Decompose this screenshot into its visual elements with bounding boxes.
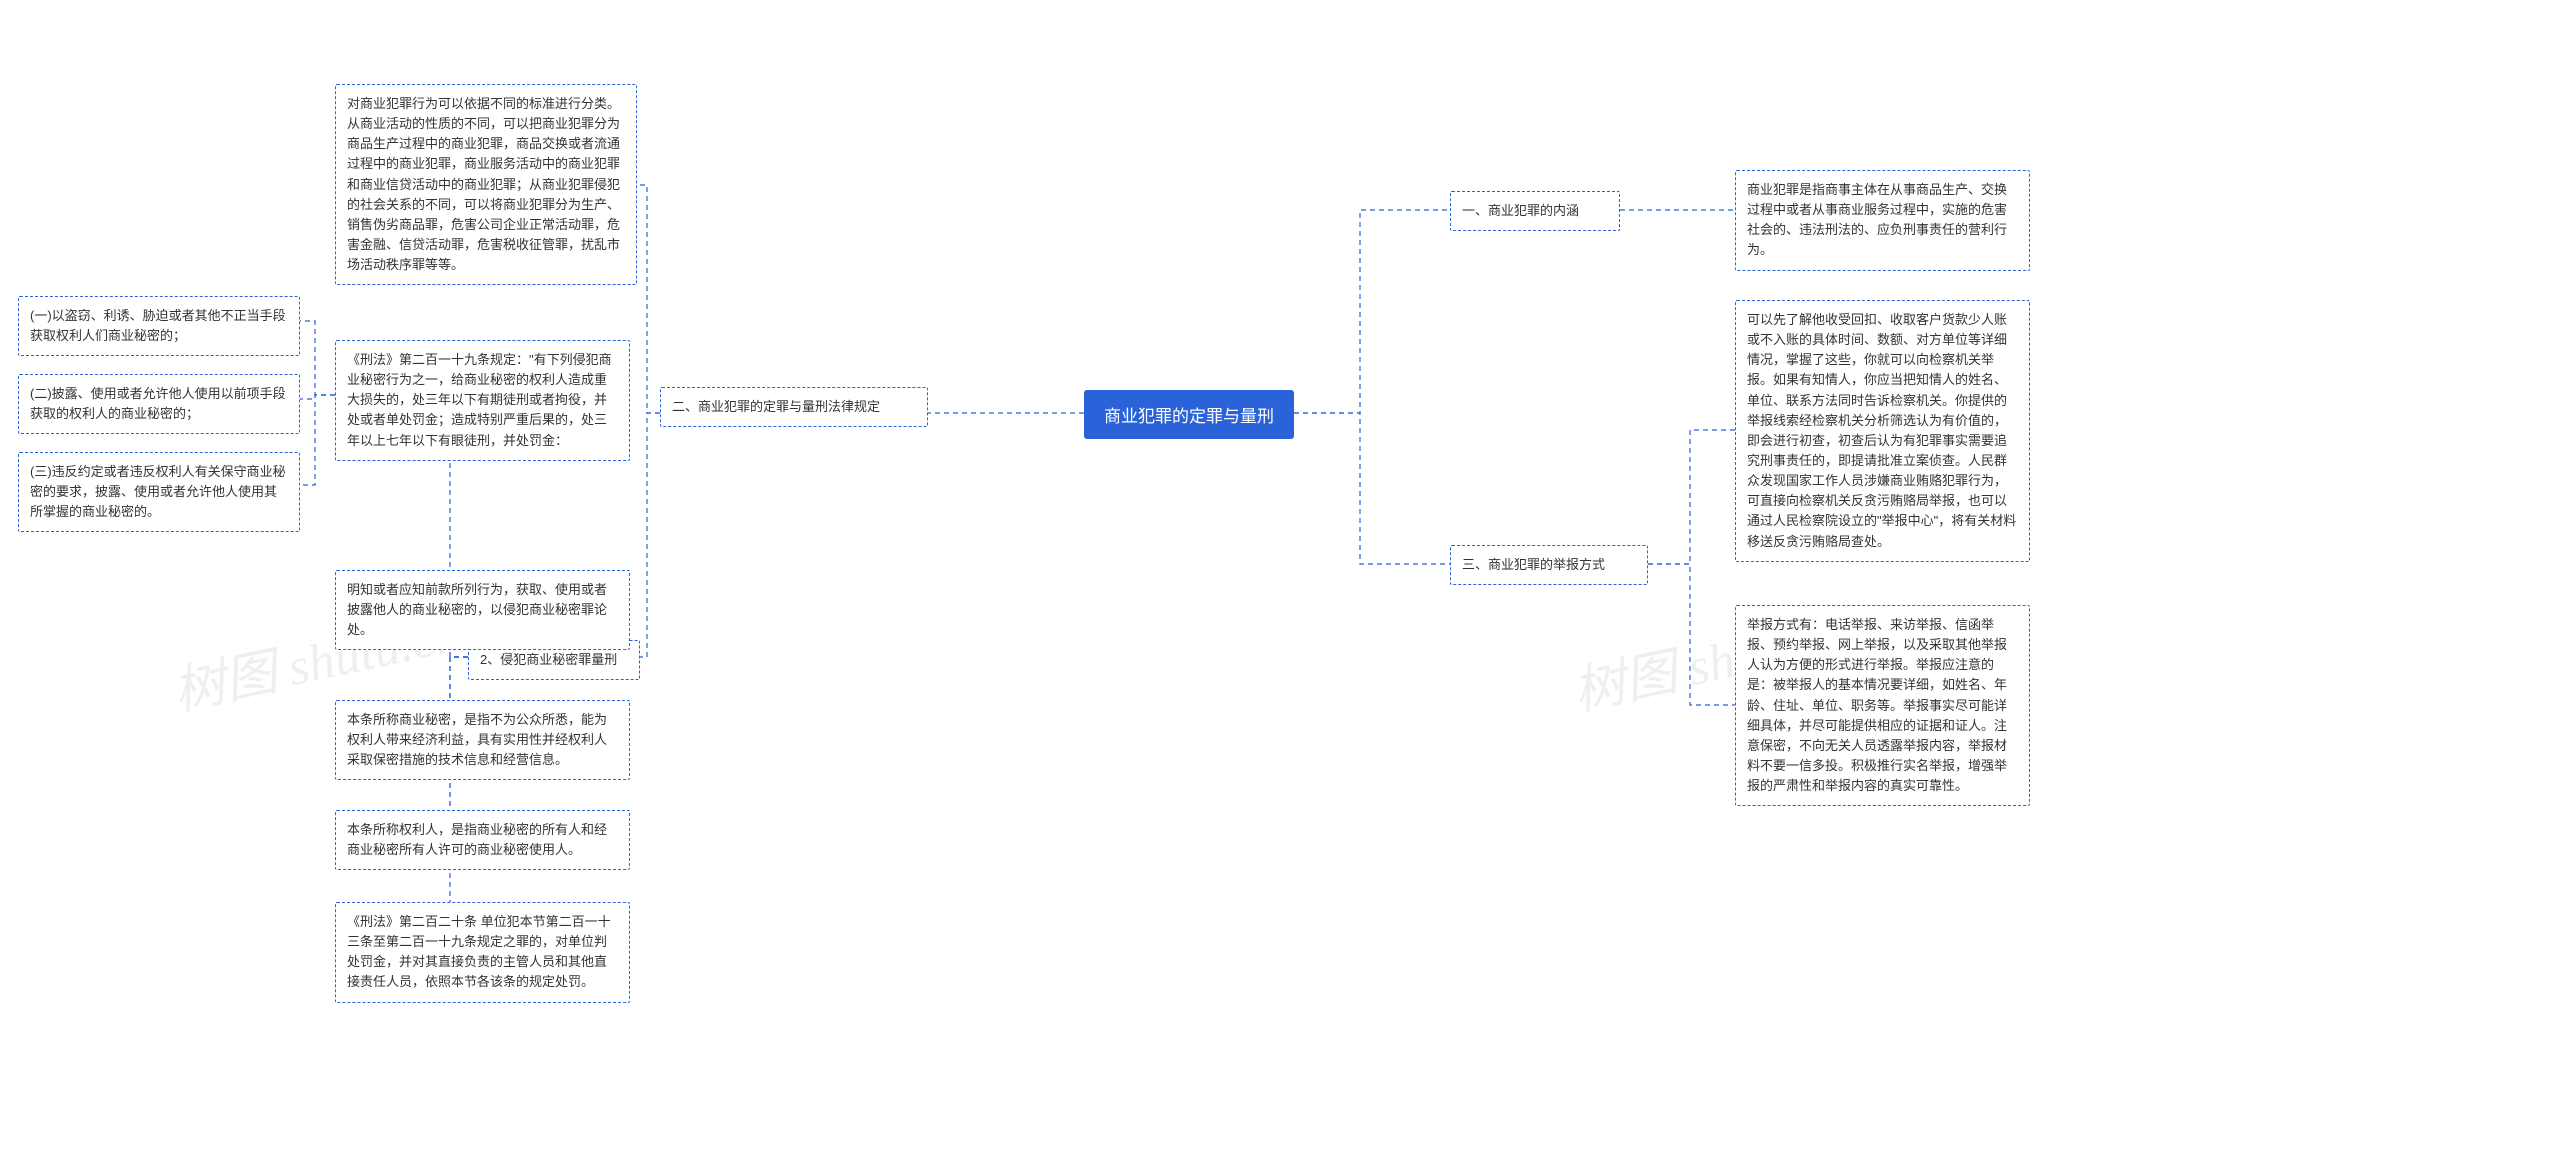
branch-3-leaf-2: 举报方式有：电话举报、来访举报、信函举报、预约举报、网上举报，以及采取其他举报人… [1735,605,2030,806]
sub2-leaf-5: 《刑法》第二百二十条 单位犯本节第二百一十三条至第二百一十九条规定之罪的，对单位… [335,902,630,1003]
sub2-leaf-3-text: 本条所称商业秘密，是指不为公众所悉，能为权利人带来经济利益，具有实用性并经权利人… [347,712,607,767]
sub2-leaf-1-text: 《刑法》第二百一十九条规定："有下列侵犯商业秘密行为之一，给商业秘密的权利人造成… [347,352,612,448]
sub2-leaf-1: 《刑法》第二百一十九条规定："有下列侵犯商业秘密行为之一，给商业秘密的权利人造成… [335,340,630,461]
branch-2-label: 二、商业犯罪的定罪与量刑法律规定 [672,399,880,414]
sub2-leaf-5-text: 《刑法》第二百二十条 单位犯本节第二百一十三条至第二百一十九条规定之罪的，对单位… [347,914,611,989]
sub2-leaf-4-text: 本条所称权利人，是指商业秘密的所有人和经商业秘密所有人许可的商业秘密使用人。 [347,822,607,857]
sub2-leaf-1-a: (一)以盗窃、利诱、胁迫或者其他不正当手段获取权利人们商业秘密的； [18,296,300,356]
branch-3-leaf-1-text: 可以先了解他收受回扣、收取客户货款少人账或不入账的具体时间、数额、对方单位等详细… [1747,312,2016,549]
branch-1-leaf-text: 商业犯罪是指商事主体在从事商品生产、交换过程中或者从事商业服务过程中，实施的危害… [1747,182,2007,257]
sub2-leaf-1-a-text: (一)以盗窃、利诱、胁迫或者其他不正当手段获取权利人们商业秘密的； [30,308,286,343]
branch-1-label: 一、商业犯罪的内涵 [1462,203,1579,218]
branch-2: 二、商业犯罪的定罪与量刑法律规定 [660,387,928,427]
sub2-leaf-2: 明知或者应知前款所列行为，获取、使用或者披露他人的商业秘密的，以侵犯商业秘密罪论… [335,570,630,650]
branch-1-leaf: 商业犯罪是指商事主体在从事商品生产、交换过程中或者从事商业服务过程中，实施的危害… [1735,170,2030,271]
sub2-leaf-4: 本条所称权利人，是指商业秘密的所有人和经商业秘密所有人许可的商业秘密使用人。 [335,810,630,870]
branch-3-label: 三、商业犯罪的举报方式 [1462,557,1605,572]
branch-2-sub-1-leaf-text: 对商业犯罪行为可以依据不同的标准进行分类。从商业活动的性质的不同，可以把商业犯罪… [347,96,620,272]
branch-3: 三、商业犯罪的举报方式 [1450,545,1648,585]
sub2-leaf-2-text: 明知或者应知前款所列行为，获取、使用或者披露他人的商业秘密的，以侵犯商业秘密罪论… [347,582,607,637]
branch-2-sub-2-label: 2、侵犯商业秘密罪量刑 [480,652,617,667]
sub2-leaf-1-c-text: (三)违反约定或者违反权利人有关保守商业秘密的要求，披露、使用或者允许他人使用其… [30,464,286,519]
branch-3-leaf-2-text: 举报方式有：电话举报、来访举报、信函举报、预约举报、网上举报，以及采取其他举报人… [1747,617,2007,793]
branch-2-sub-1-leaf: 对商业犯罪行为可以依据不同的标准进行分类。从商业活动的性质的不同，可以把商业犯罪… [335,84,637,285]
root-label: 商业犯罪的定罪与量刑 [1104,407,1274,426]
sub2-leaf-1-b-text: (二)披露、使用或者允许他人使用以前项手段获取的权利人的商业秘密的； [30,386,286,421]
sub2-leaf-3: 本条所称商业秘密，是指不为公众所悉，能为权利人带来经济利益，具有实用性并经权利人… [335,700,630,780]
root-node: 商业犯罪的定罪与量刑 [1084,390,1294,439]
branch-3-leaf-1: 可以先了解他收受回扣、收取客户货款少人账或不入账的具体时间、数额、对方单位等详细… [1735,300,2030,562]
branch-1: 一、商业犯罪的内涵 [1450,191,1620,231]
sub2-leaf-1-b: (二)披露、使用或者允许他人使用以前项手段获取的权利人的商业秘密的； [18,374,300,434]
sub2-leaf-1-c: (三)违反约定或者违反权利人有关保守商业秘密的要求，披露、使用或者允许他人使用其… [18,452,300,532]
